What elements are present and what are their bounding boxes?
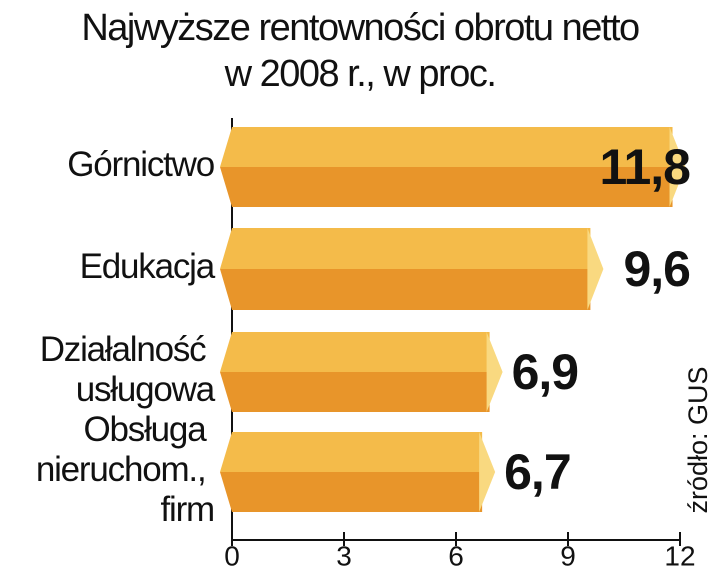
value-label: 6,9 (512, 344, 579, 400)
x-tick-label: 12 (664, 540, 695, 571)
bar-cap (479, 432, 496, 512)
bar (220, 332, 490, 372)
bar (220, 472, 483, 512)
bar-cap (587, 228, 604, 310)
label-line: Obsługa (84, 410, 215, 449)
chart-title: Najwyższe rentowności obrotu netto (81, 7, 639, 49)
label-line: Działalność (40, 330, 214, 369)
y-tick-label: Górnictwo (67, 145, 214, 184)
x-tick-label: 0 (224, 540, 240, 571)
label-line: Górnictwo (67, 145, 214, 184)
y-tick-label: Edukacja (80, 247, 216, 286)
label-line: usługowa (76, 370, 216, 409)
bar-cap (669, 127, 686, 207)
bar (220, 167, 673, 207)
bar (220, 127, 673, 167)
bar (220, 432, 483, 472)
y-tick-label: Obsługa nieruchom., firm (36, 410, 214, 529)
value-label: 6,7 (504, 444, 571, 500)
label-line: nieruchom., (36, 450, 214, 489)
label-line: firm (160, 490, 214, 529)
x-tick-label: 6 (448, 540, 464, 571)
x-tick-label: 9 (560, 540, 576, 571)
source: źródło: GUS (683, 366, 713, 513)
chart-title: w 2008 r., w proc. (224, 53, 496, 95)
x-tick-label: 3 (336, 540, 352, 571)
value-label: 11,8 (599, 139, 690, 195)
bar (220, 228, 591, 269)
label-line: Edukacja (80, 247, 216, 286)
bar-cap (486, 332, 503, 412)
y-tick-label: Działalność usługowa (40, 330, 216, 409)
bar (220, 372, 490, 412)
bar (220, 269, 591, 310)
value-label: 9,6 (623, 241, 690, 297)
